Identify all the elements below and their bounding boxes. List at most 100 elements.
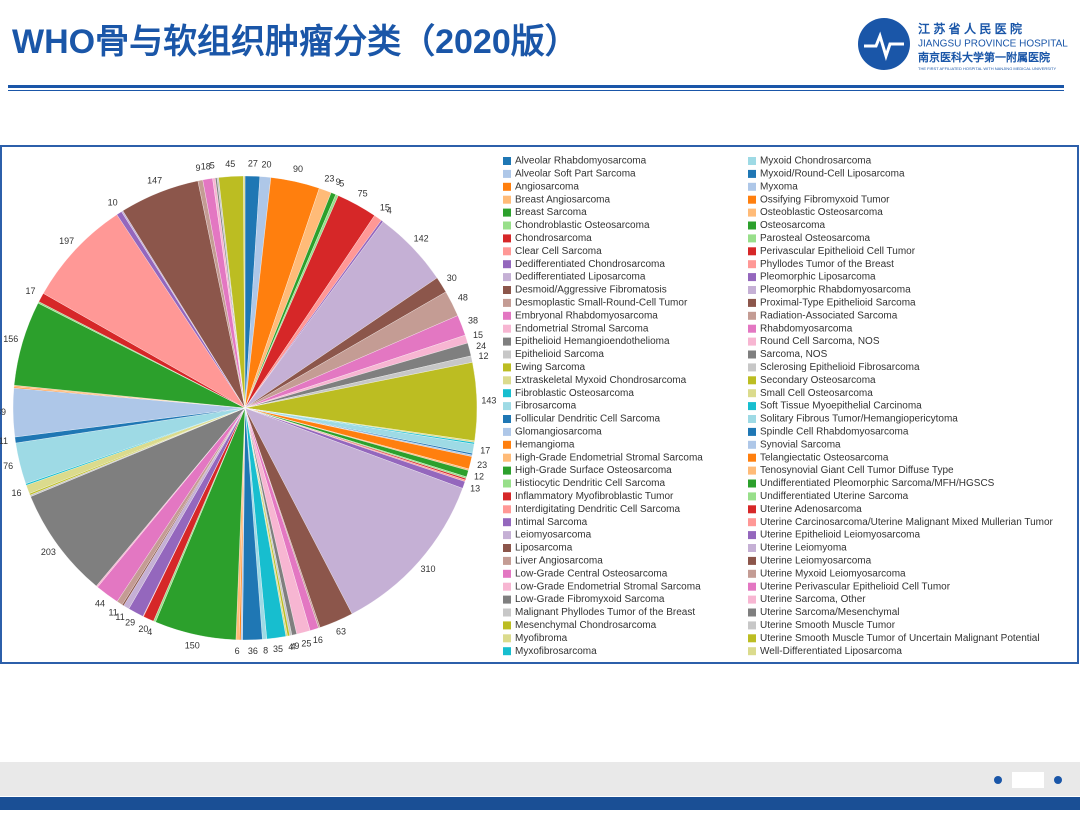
legend-swatch [748,466,756,475]
pie-slice [30,407,246,587]
legend-swatch [748,169,756,178]
legend-label: Phyllodes Tumor of the Breast [760,259,894,270]
page-box [1012,772,1044,788]
legend-label: Tenosynovial Giant Cell Tumor Diffuse Ty… [760,465,954,476]
data-label: 75 [358,189,368,199]
data-label: 89 [0,407,6,417]
logo-cn: 江 苏 省 人 民 医 院 [918,21,1022,36]
legend-swatch [748,273,756,282]
legend-label: Desmoplastic Small-Round-Cell Tumor [515,298,688,309]
legend-swatch [748,531,756,540]
legend-swatch [748,402,756,411]
legend-label: Uterine Perivascular Epithelioid Cell Tu… [760,581,951,592]
legend-label: Breast Angiosarcoma [515,194,610,205]
data-label: 38 [468,315,478,325]
slide-title: WHO骨与软组织肿瘤分类（2020版） [12,22,579,61]
data-label: 48 [458,293,468,303]
legend-swatch [748,389,756,398]
data-label: 18 [201,162,211,172]
legend-swatch [503,324,511,333]
legend-label: Malignant Phyllodes Tumor of the Breast [515,607,695,618]
legend-label: Uterine Myxoid Leiomyosarcoma [760,568,906,579]
legend-swatch [748,195,756,204]
data-label: 10 [108,197,118,207]
data-label: 15 [380,202,390,212]
legend-label: Alveolar Soft Part Sarcoma [515,169,636,180]
logo-icon [858,18,910,70]
data-label: 9 [294,641,299,651]
legend-label: Glomangiosarcoma [515,427,602,438]
legend-label: Interdigitating Dendritic Cell Sarcoma [515,504,681,515]
data-label: 143 [481,396,496,406]
data-label: 11 [108,608,117,618]
legend-swatch [748,556,756,565]
legend-swatch [748,479,756,488]
legend-swatch [748,440,756,449]
logo-sub: 南京医科大学第一附属医院 [918,50,1050,64]
data-label: 12 [479,351,489,361]
legend-swatch [503,208,511,217]
legend-label: High-Grade Surface Osteosarcoma [515,465,672,476]
legend-swatch [748,569,756,578]
legend-swatch [503,531,511,540]
legend-label: Parosteal Osteosarcoma [760,233,870,244]
legend-swatch [748,337,756,346]
legend-swatch [503,247,511,256]
legend-label: Small Cell Osteosarcoma [760,388,873,399]
legend-label: Low-Grade Central Osteosarcoma [515,568,668,579]
legend-label: Pleomorphic Liposarcoma [760,272,876,283]
legend-swatch [748,608,756,617]
legend-swatch [748,324,756,333]
legend-label: Myxoma [760,181,798,192]
legend-swatch [748,208,756,217]
data-label: 35 [273,644,283,654]
data-label: 30 [447,273,457,283]
footer-bar [0,797,1080,810]
data-label: 23 [477,460,487,470]
legend-label: Epithelioid Hemangioendothelioma [515,336,670,347]
legend-swatch [503,647,511,656]
data-label: 13 [470,483,480,493]
legend-swatch [503,505,511,514]
legend-swatch [503,453,511,462]
legend-label: Hemangioma [515,439,575,450]
legend-swatch [748,311,756,320]
data-label: 156 [3,334,18,344]
legend-swatch [503,376,511,385]
legend-label: Liposarcoma [515,543,573,554]
legend-swatch [503,427,511,436]
legend-label: Ossifying Fibromyxoid Tumor [760,194,890,205]
data-label: 20 [138,624,148,634]
legend-label: Ewing Sarcoma [515,362,585,373]
legend-label: Radiation-Associated Sarcoma [760,310,898,321]
legend-swatch [503,350,511,359]
legend-label: Breast Sarcoma [515,207,587,218]
legend-swatch [748,544,756,552]
legend-swatch [503,440,511,449]
data-label: 44 [95,599,105,609]
pie-slice [243,175,246,409]
data-label: 5 [339,178,344,188]
legend-label: Secondary Osteosarcoma [760,375,876,386]
legend-swatch [748,518,756,527]
legend-label: Mesenchymal Chondrosarcoma [515,620,657,631]
legend-label: Myxoid/Round-Cell Liposarcoma [760,169,905,180]
legend-label: Uterine Leiomyosarcoma [760,556,872,567]
data-label: 17 [25,286,35,296]
data-label: 25 [301,639,311,649]
legend-label: Desmoid/Aggressive Fibromatosis [515,285,667,296]
legend-label: Osteosarcoma [760,220,825,231]
data-label: 150 [185,641,200,651]
legend-swatch [503,195,511,204]
legend-label: Round Cell Sarcoma, NOS [760,336,880,347]
header-rule-thin [8,90,1064,91]
legend-swatch [503,415,511,423]
data-label: 310 [420,564,435,574]
legend-swatch [503,273,511,282]
legend-swatch [748,221,756,230]
data-label: 147 [147,176,162,186]
legend-label: Soft Tissue Myoepithelial Carcinoma [760,401,922,412]
legend-swatch [748,376,756,385]
legend-swatch [503,311,511,320]
legend-label: Inflammatory Myofibroblastic Tumor [515,491,674,502]
